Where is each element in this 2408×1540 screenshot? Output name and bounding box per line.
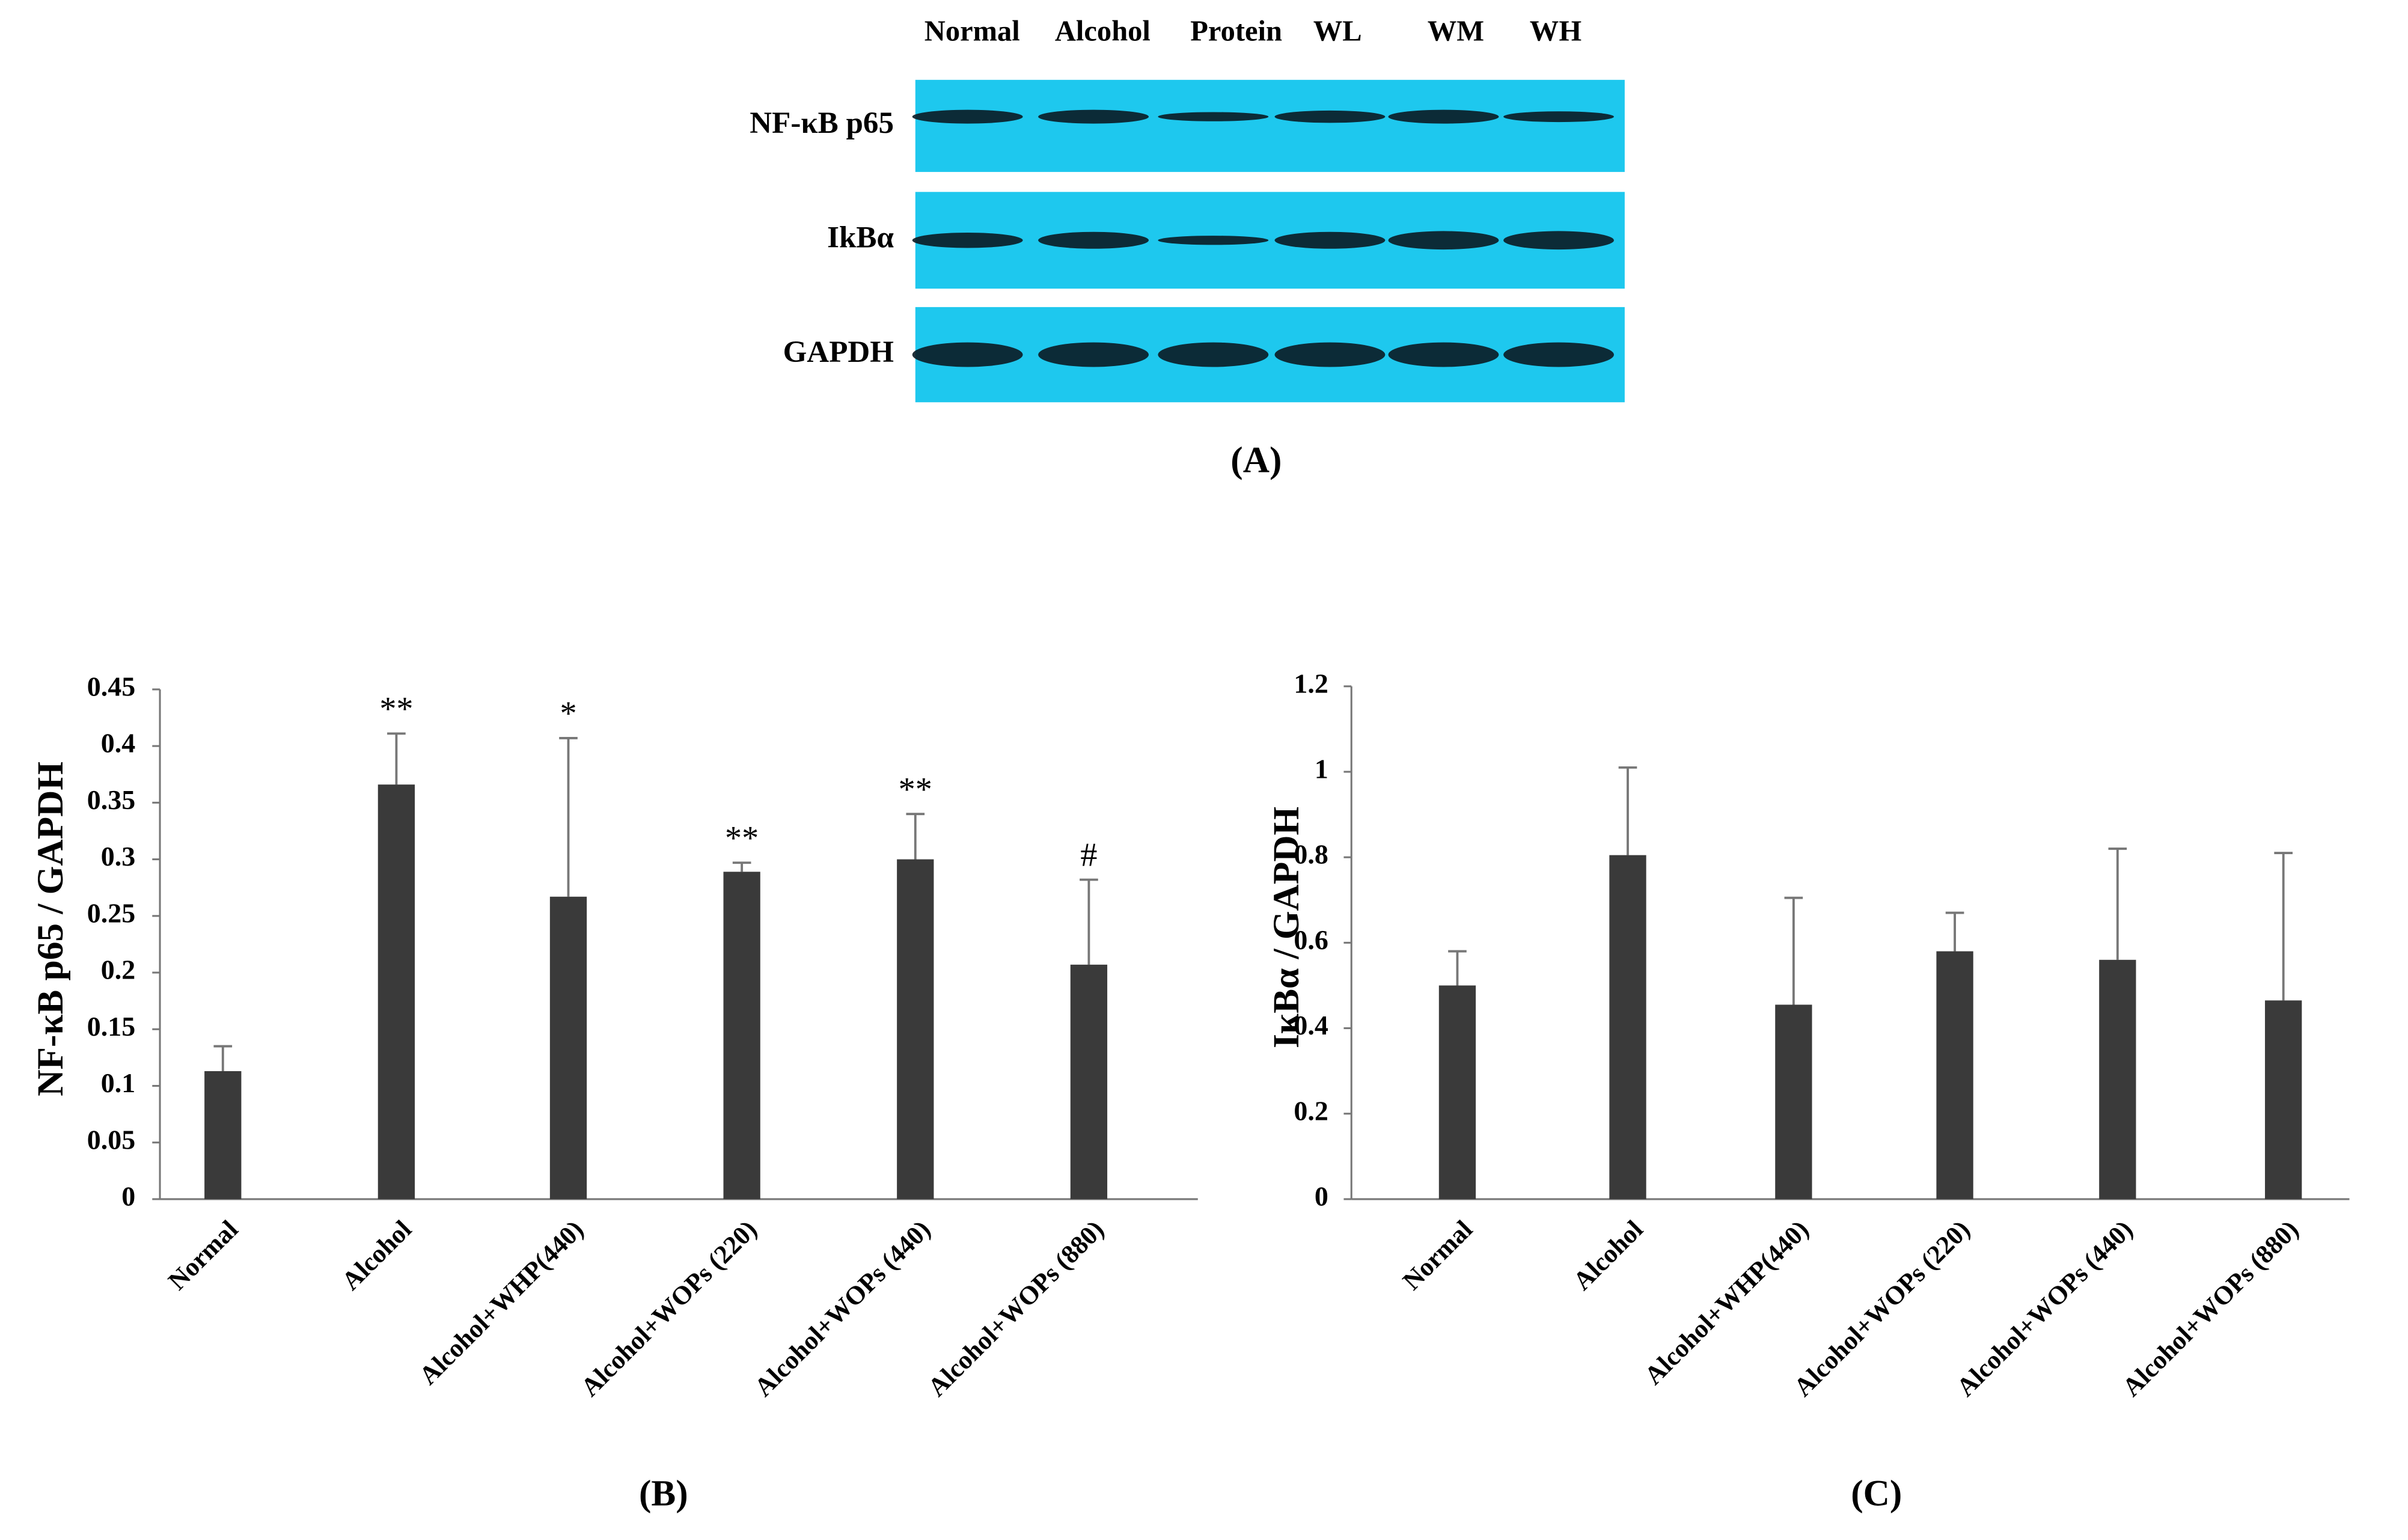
y-tick-label: 0.45 — [87, 671, 135, 701]
blot-band — [912, 232, 1023, 248]
y-tick-label: 0.8 — [1294, 839, 1328, 870]
blot-band — [1388, 109, 1499, 124]
y-tick-label: 0.2 — [1294, 1095, 1328, 1126]
x-tick-label: Alcohol+WHP(440) — [1639, 1215, 1815, 1390]
lane-label: WM — [1428, 15, 1484, 47]
significance-label: ** — [379, 691, 413, 728]
x-tick-label: Alcohol — [336, 1215, 417, 1296]
x-tick-label: Alcohol — [1568, 1215, 1649, 1296]
blot-band — [1158, 112, 1269, 121]
blot-band — [1038, 109, 1149, 124]
x-tick-label: Alcohol+WOPs (440) — [749, 1215, 936, 1402]
x-tick-label: Alcohol+WOPs (880) — [2117, 1215, 2304, 1402]
y-tick-label: 0.3 — [101, 841, 135, 872]
y-tick-label: 0.4 — [1294, 1010, 1328, 1040]
blot-band — [1274, 110, 1386, 123]
y-tick-label: 0.1 — [101, 1068, 135, 1098]
y-tick-label: 0 — [121, 1181, 135, 1211]
y-tick-label: 0 — [1315, 1181, 1328, 1211]
x-tick-label: Alcohol+WOPs (880) — [923, 1215, 1110, 1402]
bar — [1070, 964, 1108, 1199]
blot-band — [1388, 231, 1499, 250]
blot-band — [1503, 231, 1615, 250]
y-axis-label: NF-κB p65 / GAPDH — [30, 762, 71, 1096]
y-tick-label: 0.6 — [1294, 924, 1328, 955]
blot-band — [912, 109, 1023, 124]
y-tick-label: 0.05 — [87, 1124, 135, 1155]
y-tick-label: 1 — [1315, 754, 1328, 784]
blot-band — [1038, 231, 1149, 249]
x-tick-label: Normal — [1397, 1215, 1478, 1296]
y-axis-label: IκBα / GAPDH — [1266, 807, 1307, 1048]
y-tick-label: 1.2 — [1294, 668, 1328, 698]
bar — [1609, 855, 1646, 1199]
y-tick-label: 0.25 — [87, 897, 135, 928]
row-label: NF-κB p65 — [750, 106, 894, 140]
significance-label: ** — [725, 819, 759, 857]
bar — [204, 1071, 242, 1199]
blot-membrane — [915, 79, 1625, 173]
bar — [549, 896, 587, 1199]
bar — [1936, 951, 1973, 1199]
significance-label: ** — [899, 771, 932, 808]
blot-band — [1274, 342, 1386, 367]
row-label: GAPDH — [783, 335, 894, 369]
significance-label: # — [1080, 837, 1097, 874]
blot-band — [912, 342, 1023, 367]
blot-band — [1503, 342, 1615, 367]
bar — [2099, 959, 2136, 1199]
row-label: IkBα — [827, 220, 894, 254]
lane-label: Alcohol — [1055, 15, 1151, 47]
x-tick-label: Alcohol+WOPs (220) — [1788, 1215, 1975, 1402]
y-tick-label: 0.2 — [101, 955, 135, 985]
x-tick-label: Normal — [163, 1215, 244, 1296]
blot-band — [1274, 231, 1386, 249]
lane-label: WL — [1313, 15, 1362, 47]
blot-band — [1388, 342, 1499, 367]
panel-label: (B) — [639, 1473, 688, 1514]
panel-label: (A) — [1230, 439, 1282, 480]
significance-label: * — [560, 695, 576, 732]
bar — [2265, 1000, 2302, 1199]
x-tick-label: Alcohol+WOPs (220) — [575, 1215, 762, 1402]
y-tick-label: 0.4 — [101, 728, 135, 759]
lane-label: Normal — [924, 15, 1020, 47]
blot-band — [1158, 236, 1269, 245]
blot-band — [1158, 342, 1269, 367]
bar — [377, 784, 415, 1199]
bar — [1438, 985, 1476, 1199]
panel-label: (C) — [1851, 1473, 1902, 1514]
blot-band — [1038, 342, 1149, 367]
y-tick-label: 0.35 — [87, 784, 135, 815]
y-tick-label: 0.15 — [87, 1011, 135, 1042]
lane-label: Protein — [1190, 15, 1282, 47]
blot-band — [1503, 111, 1615, 123]
lane-label: WH — [1530, 15, 1581, 47]
x-tick-label: Alcohol+WOPs (440) — [1951, 1215, 2138, 1402]
bar — [897, 859, 934, 1199]
bar — [723, 872, 760, 1199]
x-tick-label: Alcohol+WHP(440) — [414, 1215, 589, 1390]
bar — [1775, 1004, 1812, 1199]
